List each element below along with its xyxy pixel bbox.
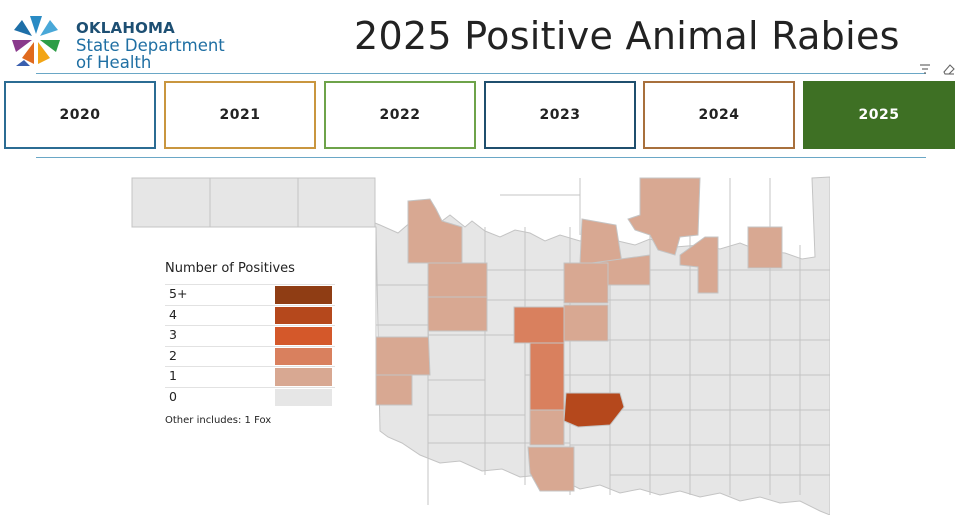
county-border <box>485 269 830 476</box>
logo-line-3: of Health <box>76 53 152 72</box>
legend-swatch <box>275 286 332 304</box>
year-button-2021[interactable]: 2021 <box>164 81 316 149</box>
visual-header-icons <box>918 61 956 75</box>
year-label: 2025 <box>858 107 900 123</box>
year-button-2025[interactable]: 2025 <box>803 81 955 149</box>
legend-item: 3 <box>165 325 335 346</box>
legend-label: 1 <box>169 368 177 383</box>
logo-line-1: OKLAHOMA <box>76 19 175 37</box>
oklahoma-state-shape <box>131 176 830 515</box>
legend-swatch <box>275 388 332 406</box>
legend-label: 3 <box>169 327 177 342</box>
legend-label: 2 <box>169 347 177 363</box>
legend-item: 5+ <box>165 284 335 305</box>
ok-health-logo: OKLAHOMA State Department of Health <box>4 6 234 72</box>
legend-item: 2 <box>165 345 335 367</box>
county-positive-1[interactable] <box>527 446 575 492</box>
legend-label: 4 <box>169 306 177 322</box>
year-label: 2023 <box>539 107 581 123</box>
legend-item: 4 <box>165 304 335 326</box>
buttons-divider <box>36 157 926 158</box>
legend-label: 5+ <box>169 286 188 301</box>
other-species-note: Other includes: 1 Fox <box>165 415 272 426</box>
county-positive-1[interactable] <box>407 198 463 264</box>
county-positive-1[interactable] <box>375 374 413 406</box>
county-positive-1[interactable] <box>627 177 701 256</box>
oklahoma-county-map <box>131 176 830 515</box>
county-positive-1[interactable] <box>579 218 623 264</box>
county-positive-1[interactable] <box>427 296 488 332</box>
county-positive-2[interactable] <box>513 306 565 344</box>
year-button-2020[interactable]: 2020 <box>4 81 156 149</box>
star-logo-icon <box>12 16 60 66</box>
legend-swatch <box>275 327 332 345</box>
county-positive-1[interactable] <box>563 304 609 342</box>
state-base <box>131 176 830 515</box>
county-positive-1[interactable] <box>529 409 565 446</box>
county-positive-2[interactable] <box>529 342 565 411</box>
year-button-2022[interactable]: 2022 <box>324 81 476 149</box>
filter-icon[interactable] <box>920 64 930 74</box>
year-button-2024[interactable]: 2024 <box>643 81 795 149</box>
legend-swatch <box>275 347 332 365</box>
county-positive-1[interactable] <box>747 226 783 269</box>
legend-item: 0 <box>165 386 335 408</box>
header-divider <box>36 73 926 74</box>
legend-swatch <box>275 306 332 324</box>
page-title: 2025 Positive Animal Rabies <box>354 14 900 58</box>
county-border <box>375 227 429 505</box>
eraser-icon[interactable] <box>943 64 955 75</box>
county-positive-1[interactable] <box>563 262 609 304</box>
year-label: 2021 <box>219 107 261 123</box>
year-label: 2020 <box>59 107 101 123</box>
county-positive-1[interactable] <box>679 236 719 294</box>
legend-title: Number of Positives <box>165 261 295 276</box>
year-label: 2024 <box>698 107 740 123</box>
logo-line-2: State Department <box>76 36 225 55</box>
year-button-2023[interactable]: 2023 <box>484 81 636 149</box>
legend-item: 1 <box>165 366 335 387</box>
legend-label: 0 <box>169 388 177 404</box>
county-border <box>484 227 801 495</box>
county-border <box>209 178 376 227</box>
county-positive-1[interactable] <box>375 324 431 376</box>
map-legend: Number of Positives 5+ 4 3 2 1 0 Other i… <box>165 258 335 426</box>
year-label: 2022 <box>379 107 421 123</box>
legend-swatch <box>275 368 332 386</box>
county-positive-1[interactable] <box>427 262 488 298</box>
county-positive-4[interactable] <box>563 392 625 428</box>
